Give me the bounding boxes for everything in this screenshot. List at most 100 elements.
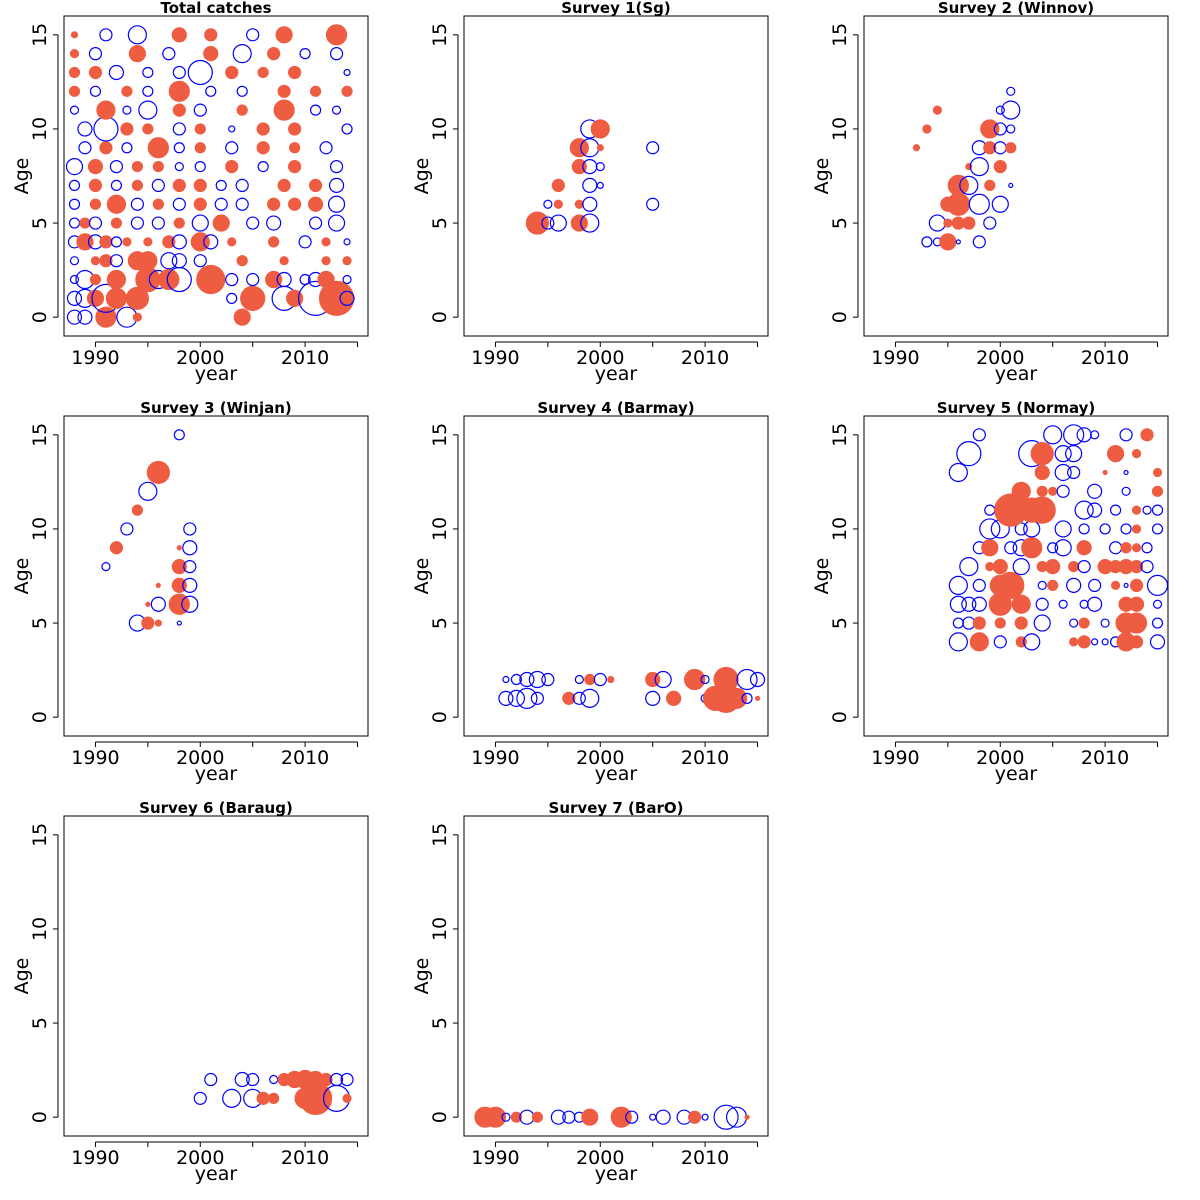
- bubble-positive: [155, 582, 161, 589]
- bubble-positive: [912, 144, 921, 152]
- bubble-negative: [1149, 634, 1166, 650]
- bubble-positive: [152, 160, 164, 173]
- bubble-negative: [956, 441, 982, 467]
- bubble-positive: [962, 216, 976, 230]
- bubble-positive: [171, 558, 187, 575]
- bubble-positive: [321, 237, 331, 247]
- bubble-positive: [277, 178, 291, 193]
- plot-frame: [463, 415, 769, 737]
- bubble-negative: [713, 1104, 739, 1130]
- bubble-negative: [948, 462, 968, 483]
- chart-panel-3: Survey 2 (Winnov) 1990 2000 2010 year 0 5 10 15 A…: [811, 0, 1169, 385]
- bubble-positive: [984, 179, 996, 192]
- bubble-negative: [1123, 469, 1129, 476]
- panel-title: Survey 3 (Winjan): [140, 399, 292, 417]
- bubble-negative: [130, 197, 144, 211]
- bubble-negative: [204, 1072, 218, 1087]
- x-tick-label: 2000: [976, 747, 1024, 769]
- bubble-positive: [922, 124, 932, 134]
- y-tick-label: 10: [29, 117, 51, 141]
- bubble-negative: [193, 1091, 207, 1105]
- x-axis-label: year: [595, 363, 638, 385]
- y-tick-label: 5: [29, 1017, 51, 1029]
- y-tick-label: 5: [429, 217, 451, 229]
- y-axis-label: Age: [811, 558, 833, 595]
- bubble-negative: [257, 160, 269, 173]
- bubble-negative: [541, 672, 555, 687]
- bubble-positive: [1014, 616, 1028, 630]
- bubble-negative: [327, 214, 346, 232]
- bubble-negative: [1001, 100, 1021, 120]
- y-tick-label: 10: [429, 917, 451, 941]
- bubble-negative: [646, 141, 660, 155]
- bubble-negative: [968, 193, 990, 215]
- bubble-positive: [570, 214, 588, 232]
- bubble-negative: [701, 1113, 709, 1121]
- bubble-positive: [1069, 637, 1079, 647]
- bubble-negative: [329, 159, 344, 174]
- bubble-negative: [1054, 463, 1072, 482]
- bubble-negative: [645, 690, 661, 706]
- bubble-positive: [1131, 505, 1142, 515]
- bubble-positive: [68, 66, 81, 79]
- bubble-positive: [87, 158, 104, 175]
- bubble-positive: [225, 159, 239, 174]
- bubble-negative: [182, 540, 198, 556]
- y-tick-label: 10: [429, 517, 451, 541]
- y-tick-label: 10: [29, 917, 51, 941]
- bubble-negative: [549, 214, 567, 232]
- bubble-positive: [171, 577, 187, 594]
- bubble-positive: [1047, 579, 1059, 592]
- bubble-negative: [971, 596, 987, 612]
- bubble-negative: [498, 690, 514, 706]
- x-axis-label: year: [195, 363, 238, 385]
- bubble-positive: [256, 1091, 270, 1105]
- bubble-positive: [171, 27, 187, 43]
- bubble-positive: [997, 571, 1025, 600]
- panel-title: Survey 7 (BarO): [549, 799, 684, 817]
- bubble-negative: [1151, 617, 1164, 629]
- bubble-positive: [203, 46, 219, 62]
- bubble-negative: [205, 85, 217, 97]
- bubble-negative: [246, 1072, 260, 1087]
- x-tick-label: 2000: [176, 347, 224, 369]
- x-tick-label: 1990: [871, 747, 919, 769]
- y-tick-label: 0: [829, 711, 851, 723]
- bubble-negative: [109, 254, 124, 268]
- bubble-negative: [582, 177, 598, 194]
- bubble-positive: [268, 236, 280, 248]
- bubble-negative: [172, 65, 186, 80]
- bubble-negative: [749, 671, 766, 688]
- bubble-positive: [1077, 635, 1091, 649]
- bubble-negative: [68, 198, 81, 210]
- bubble-negative: [299, 48, 311, 60]
- bubble-negative: [319, 141, 333, 155]
- x-tick-label: 2010: [281, 347, 329, 369]
- bubble-negative: [122, 105, 132, 115]
- bubble-negative: [1087, 596, 1103, 612]
- bubble-positive: [142, 123, 154, 135]
- bubble-negative: [234, 1071, 250, 1088]
- bubble-positive: [1034, 464, 1050, 481]
- bubble-negative: [995, 105, 1005, 115]
- x-tick-label: 1990: [471, 747, 519, 769]
- bubble-positive: [176, 545, 182, 551]
- bubble-negative: [298, 235, 312, 249]
- bubble-negative: [1140, 559, 1154, 574]
- x-tick-label: 1990: [71, 1147, 119, 1169]
- bubble-negative: [972, 235, 986, 249]
- bubble-negative: [593, 672, 607, 687]
- bubble-positive: [265, 270, 283, 289]
- y-tick-label: 0: [29, 711, 51, 723]
- bubble-positive: [484, 1106, 507, 1128]
- bubble-positive: [713, 666, 739, 693]
- bubble-negative: [1058, 599, 1068, 609]
- bubble-positive: [225, 65, 239, 80]
- bubble-negative: [972, 428, 986, 442]
- x-tick-label: 2010: [681, 347, 729, 369]
- bubble-negative: [1109, 504, 1122, 516]
- bubble-negative: [88, 216, 103, 230]
- bubble-positive: [932, 105, 942, 115]
- bubble-positive: [275, 26, 293, 44]
- bubble-positive: [725, 687, 748, 709]
